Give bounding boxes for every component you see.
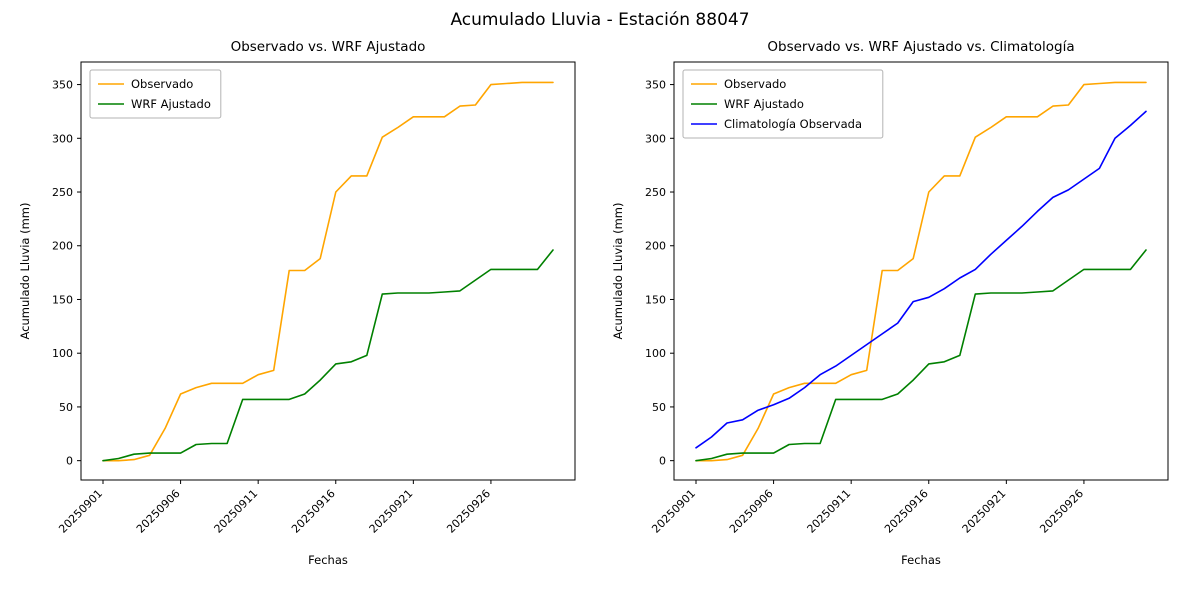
legend: Observado WRF Ajustado Climatología Observ… [682,69,884,139]
legend-box [89,69,222,119]
chart-observado-vs-wrf-vs-climatologia: 0 50 100 150 200 250 300 350 20250901 20250906 202… [611,39,1169,567]
y-tick-label: 350 [645,79,666,92]
y-tick-label: 300 [52,133,73,146]
plot-frame [80,61,576,481]
x-tick-label: 20250926 [1037,487,1086,536]
legend-item-observado: Observado [691,77,786,91]
legend-item-wrf-ajustado: WRF Ajustado [98,97,211,111]
charts-row: 0 50 100 150 200 250 300 350 20250901 20250906 202… [16,32,1184,572]
x-tick-label: 20250906 [727,487,776,536]
legend-label: WRF Ajustado [131,97,211,111]
y-tick-label: 100 [645,348,666,361]
y-tick-label: 250 [52,186,73,199]
chart-observado-vs-wrf: 0 50 100 150 200 250 300 350 20250901 20250906 202… [18,39,576,567]
series-line-climatologia-observada [695,110,1147,449]
x-tick-label: 20250901 [649,487,698,536]
x-axis-label: Fechas [308,553,348,567]
y-tick-label: 50 [59,401,73,414]
subplot-title: Observado vs. WRF Ajustado [231,39,426,55]
x-axis-label: Fechas [901,553,941,567]
legend-box [682,69,884,139]
x-tick-label: 20250921 [367,487,416,536]
y-tick-label: 200 [645,240,666,253]
x-tick-label: 20250901 [56,487,105,536]
y-tick-label: 300 [645,133,666,146]
legend-item-climatologia-observada: Climatología Observada [691,117,862,131]
legend: Observado WRF Ajustado [89,69,222,119]
x-tick-label: 20250916 [289,487,338,536]
x-tick-label: 20250926 [444,487,493,536]
x-tick-label: 20250916 [882,487,931,536]
y-tick-label: 100 [52,348,73,361]
subplot-title: Observado vs. WRF Ajustado vs. Climatolo… [767,39,1074,55]
y-tick-label: 350 [52,79,73,92]
series-line-observado [695,81,1147,462]
plot-frame [673,61,1169,481]
y-tick-label: 150 [52,294,73,307]
series-line-wrf-ajustado [695,249,1147,462]
legend-label: WRF Ajustado [724,97,804,111]
legend-item-wrf-ajustado: WRF Ajustado [691,97,804,111]
y-tick-label: 250 [645,186,666,199]
x-tick-label: 20250921 [960,487,1009,536]
series-line-wrf-ajustado [102,249,554,462]
legend-item-observado: Observado [98,77,193,91]
y-tick-label: 150 [645,294,666,307]
x-tick-label: 20250911 [212,487,261,536]
x-tick-label: 20250911 [805,487,854,536]
legend-label: Climatología Observada [724,117,862,131]
figure-title: Acumulado Lluvia - Estación 88047 [450,10,750,30]
y-tick-label: 0 [659,455,666,468]
y-tick-label: 0 [66,455,73,468]
series-line-observado [102,81,554,462]
y-axis-label: Acumulado Lluvia (mm) [611,203,625,340]
y-tick-label: 200 [52,240,73,253]
y-axis-label: Acumulado Lluvia (mm) [18,203,32,340]
y-tick-label: 50 [652,401,666,414]
legend-label: Observado [724,77,786,91]
x-tick-label: 20250906 [134,487,183,536]
legend-label: Observado [131,77,193,91]
